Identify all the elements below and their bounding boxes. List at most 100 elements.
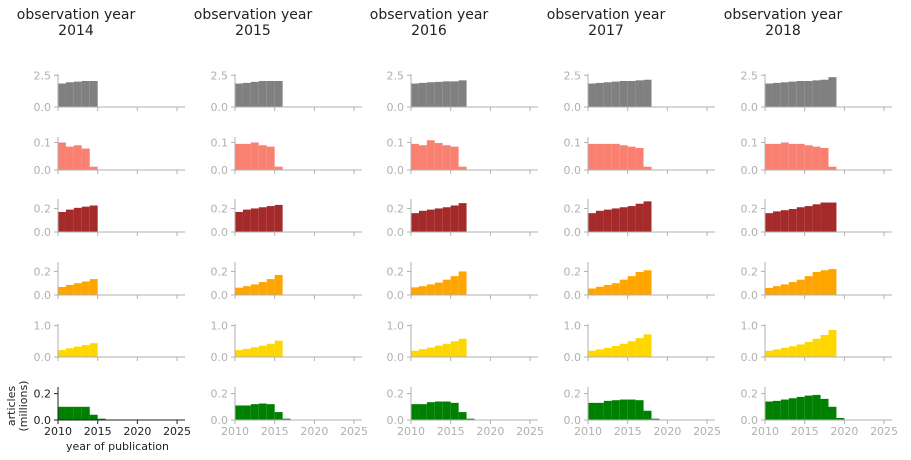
y-tick-label: 0.0 xyxy=(564,101,582,114)
bar xyxy=(635,148,644,170)
bar xyxy=(266,279,275,295)
bar xyxy=(65,284,74,295)
panel: 0.0 0.2 xyxy=(34,262,185,302)
y-tick-label: 0.2 xyxy=(387,265,405,278)
bar xyxy=(235,143,243,170)
panel: 0.0 0.2 xyxy=(741,199,892,239)
bar xyxy=(627,399,636,420)
bar xyxy=(89,80,98,107)
column-title-prefix: observation year xyxy=(17,7,136,23)
column-title-prefix: observation year xyxy=(724,7,843,23)
bar xyxy=(250,404,259,420)
bar xyxy=(81,406,90,420)
y-tick-label: 0.2 xyxy=(34,388,52,401)
bar xyxy=(81,281,90,295)
column-title-year: 2017 xyxy=(588,23,624,39)
bar xyxy=(611,400,620,420)
bar xyxy=(595,402,604,420)
bar xyxy=(242,209,251,232)
bar xyxy=(627,146,636,170)
x-tick-label: 2025 xyxy=(693,425,721,438)
y-tick-label: 2.5 xyxy=(564,69,582,82)
y-tick-label: 0.0 xyxy=(211,289,229,302)
bar xyxy=(812,272,821,295)
bar xyxy=(411,143,419,170)
x-tick-label: 2015 xyxy=(437,425,465,438)
bar xyxy=(97,418,106,420)
bar xyxy=(796,80,805,107)
panel: 0.0 0.2 xyxy=(387,199,538,239)
panel: 0.0 1.0 xyxy=(741,320,892,364)
bar xyxy=(820,270,829,295)
x-tick-label: 2020 xyxy=(830,425,858,438)
bar xyxy=(765,401,773,420)
bar xyxy=(58,286,66,295)
bar xyxy=(434,208,443,232)
x-tick-label: 2010 xyxy=(397,425,425,438)
bar xyxy=(235,405,243,420)
y-tick-label: 0.2 xyxy=(387,202,405,215)
bar xyxy=(458,271,467,295)
y-tick-label: 0.0 xyxy=(34,351,52,364)
bar xyxy=(804,341,813,357)
bar xyxy=(828,202,837,232)
bar xyxy=(73,81,82,107)
bar xyxy=(58,406,66,420)
bar xyxy=(65,406,74,420)
x-tick-label: 2020 xyxy=(476,425,504,438)
y-tick-label: 0.0 xyxy=(564,289,582,302)
bar xyxy=(804,145,813,170)
bar xyxy=(595,349,604,357)
bar xyxy=(450,276,459,295)
x-tick-label: 2015 xyxy=(261,425,289,438)
panel: 0.0 2.5 xyxy=(211,69,362,114)
bar xyxy=(772,211,781,232)
y-tick-label: 0.0 xyxy=(34,226,52,239)
bar xyxy=(274,166,283,170)
x-tick-label: 2015 xyxy=(84,425,112,438)
bar xyxy=(619,80,628,107)
bar xyxy=(820,148,829,170)
bar xyxy=(619,399,628,420)
y-tick-label: 0.0 xyxy=(741,351,759,364)
bar xyxy=(643,79,652,107)
bar xyxy=(796,143,805,170)
bar xyxy=(765,350,773,357)
bar xyxy=(258,80,267,107)
bar xyxy=(235,211,243,232)
y-tick-label: 0.2 xyxy=(564,202,582,215)
bar xyxy=(266,404,275,420)
bar xyxy=(258,282,267,295)
y-tick-label: 0.2 xyxy=(211,202,229,215)
bar xyxy=(603,209,612,232)
bar xyxy=(588,402,596,420)
bar xyxy=(426,284,435,295)
y-tick-label: 0.0 xyxy=(741,289,759,302)
bar xyxy=(772,286,781,295)
bar xyxy=(274,80,283,107)
bar xyxy=(282,418,291,420)
bar xyxy=(765,83,773,107)
x-tick-label: 2015 xyxy=(791,425,819,438)
bar xyxy=(820,202,829,232)
y-tick-label: 0.0 xyxy=(564,226,582,239)
bar xyxy=(458,203,467,232)
bar xyxy=(89,414,98,420)
x-axis-title: year of publication xyxy=(66,440,169,453)
bar xyxy=(780,82,789,107)
y-tick-label: 0.0 xyxy=(34,414,52,427)
column-title-year: 2014 xyxy=(58,23,94,39)
bar xyxy=(442,145,451,170)
bar xyxy=(627,276,636,295)
bar xyxy=(772,82,781,107)
y-tick-label: 0.0 xyxy=(34,289,52,302)
panel: 0.0 0.2 2010 2015 2020 2025 xyxy=(387,387,544,438)
bar xyxy=(595,286,604,295)
bar xyxy=(250,142,259,170)
bar xyxy=(81,206,90,232)
y-tick-label: 0.2 xyxy=(387,388,405,401)
bar xyxy=(788,143,797,170)
bar xyxy=(65,209,74,232)
bar xyxy=(411,213,419,232)
